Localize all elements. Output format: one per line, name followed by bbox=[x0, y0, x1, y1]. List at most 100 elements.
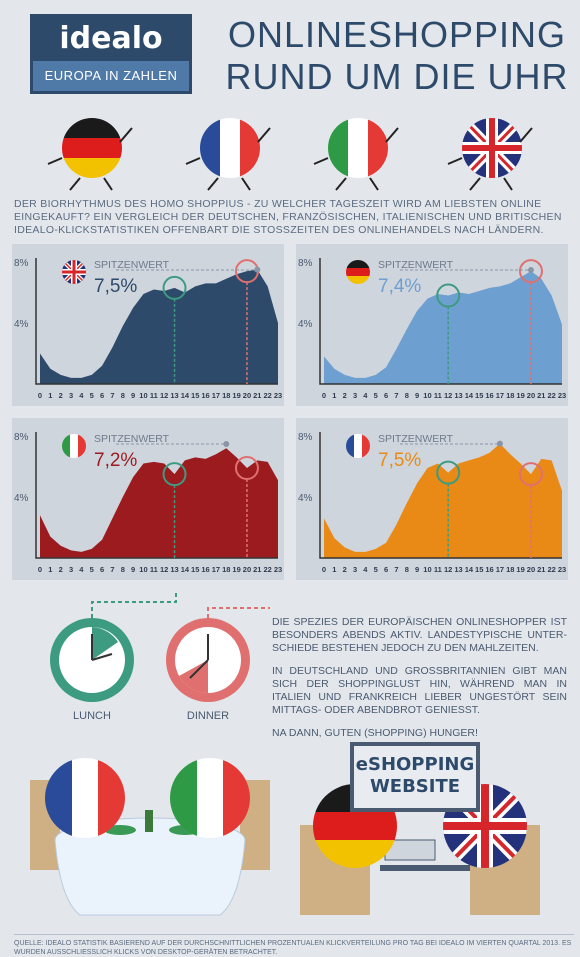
x-tick-label: 23 bbox=[274, 391, 282, 400]
x-tick-label: 15 bbox=[475, 565, 483, 574]
x-tick-label: 6 bbox=[100, 391, 104, 400]
dinner-marker bbox=[234, 456, 259, 481]
x-tick-label: 23 bbox=[558, 565, 566, 574]
charts-area: 8% 4% 0 1 2 3 4 5 6 7 8 9 10 11 12 13 14 15 16 17 18 19 20 21 22… bbox=[12, 244, 568, 580]
paragraph-3: NA DANN, GUTEN (SHOPPING) HUNGER! bbox=[272, 727, 478, 739]
peak-label: SPITZENWERT bbox=[94, 259, 170, 271]
peak-label: SPITZENWERT bbox=[94, 433, 170, 445]
dining-illustration bbox=[30, 758, 540, 916]
x-tick-label: 3 bbox=[69, 565, 73, 574]
french-flag-character-icon bbox=[185, 118, 271, 191]
x-tick-label: 6 bbox=[384, 565, 388, 574]
x-tick-label: 20 bbox=[243, 565, 251, 574]
x-tick-label: 12 bbox=[160, 565, 168, 574]
italian-flag-character-icon bbox=[313, 118, 399, 191]
chart-uk: 8%4%0 1 2 3 4 5 6 7 8 9 10 11 12 13 14 15 16 17 18 19 20 21 22… bbox=[12, 244, 284, 406]
flag-characters bbox=[47, 118, 533, 191]
chart-axis bbox=[35, 432, 278, 559]
lunch-marker bbox=[436, 460, 461, 485]
x-tick-label: 11 bbox=[150, 391, 158, 400]
x-tick-label: 10 bbox=[423, 391, 431, 400]
it-flag-icon bbox=[62, 434, 86, 458]
x-tick-label: 14 bbox=[181, 565, 190, 574]
x-tick-label: 19 bbox=[232, 565, 240, 574]
peak-dot bbox=[254, 266, 261, 273]
dinner-label: DINNER bbox=[186, 710, 230, 722]
x-tick-label: 4 bbox=[363, 391, 368, 400]
logo-subtitle: EUROPA IN ZAHLEN bbox=[33, 61, 189, 91]
x-tick-label: 23 bbox=[274, 565, 282, 574]
x-tick-label: 16 bbox=[485, 565, 493, 574]
title-line-1: ONLINESHOPPING bbox=[227, 14, 567, 55]
x-tick-label: 17 bbox=[496, 391, 504, 400]
dinner-connector-line bbox=[207, 607, 270, 618]
x-tick-label: 20 bbox=[243, 391, 251, 400]
lunch-connector-line bbox=[91, 590, 177, 618]
x-tick-label: 22 bbox=[263, 391, 271, 400]
x-tick-label: 1 bbox=[332, 565, 336, 574]
x-tick-label: 16 bbox=[201, 391, 209, 400]
x-tick-label: 12 bbox=[444, 391, 452, 400]
x-tick-label: 10 bbox=[139, 391, 147, 400]
x-tick-label: 19 bbox=[516, 565, 524, 574]
x-tick-label: 9 bbox=[131, 565, 135, 574]
title-line-2: RUND UM DIE UHR bbox=[225, 56, 569, 97]
x-tick-label: 19 bbox=[516, 391, 524, 400]
y-tick-label: 8% bbox=[298, 432, 313, 443]
x-tick-label: 10 bbox=[423, 565, 431, 574]
x-tick-label: 4 bbox=[79, 565, 84, 574]
peak-value: 7,2% bbox=[94, 450, 137, 471]
chart-axis bbox=[35, 258, 278, 385]
x-tick-label: 12 bbox=[444, 565, 452, 574]
x-tick-label: 11 bbox=[434, 565, 442, 574]
footer-source: QUELLE: IDEALO STATISTIK BASIEREND AUF D… bbox=[14, 934, 574, 957]
x-tick-label: 17 bbox=[212, 565, 220, 574]
x-tick-label: 7 bbox=[394, 391, 398, 400]
x-tick-label: 0 bbox=[322, 391, 326, 400]
page-title: ONLINESHOPPING RUND UM DIE UHR bbox=[222, 14, 572, 98]
x-tick-label: 9 bbox=[415, 565, 419, 574]
peak-dot bbox=[223, 441, 230, 447]
peak-value: 7,5% bbox=[378, 450, 421, 471]
dinner-marker bbox=[518, 462, 543, 487]
italian-diner-icon bbox=[170, 758, 250, 838]
chart-de: 8%4%0 1 2 3 4 5 6 7 8 9 10 11 12 13 14 15 16 17 18 19 20 21 22… bbox=[296, 244, 568, 406]
x-tick-label: 8 bbox=[121, 565, 125, 574]
x-tick-label: 4 bbox=[363, 565, 368, 574]
eshop-line-1: eSHOPPING bbox=[355, 754, 475, 775]
peak-value: 7,5% bbox=[94, 276, 137, 297]
fr-flag-icon bbox=[346, 434, 370, 458]
x-tick-label: 7 bbox=[394, 565, 398, 574]
x-tick-label: 5 bbox=[374, 565, 378, 574]
x-tick-label: 22 bbox=[263, 565, 271, 574]
lunch-label: LUNCH bbox=[73, 710, 111, 722]
area-series-de bbox=[324, 271, 562, 384]
x-tick-label: 9 bbox=[415, 391, 419, 400]
x-tick-label: 17 bbox=[496, 565, 504, 574]
x-tick-label: 15 bbox=[191, 391, 199, 400]
dinner-clock-icon bbox=[166, 618, 250, 702]
x-tick-label: 21 bbox=[537, 391, 545, 400]
x-tick-label: 3 bbox=[353, 391, 357, 400]
chart-axis bbox=[319, 258, 562, 385]
description: DIE SPEZIES DER EUROPÄISCHEN ONLINESHOPP… bbox=[272, 616, 567, 750]
peak-dot bbox=[496, 440, 503, 447]
x-tick-label: 1 bbox=[332, 391, 336, 400]
x-tick-label: 21 bbox=[253, 565, 261, 574]
x-tick-label: 9 bbox=[131, 391, 135, 400]
x-tick-label: 23 bbox=[558, 391, 566, 400]
y-tick-label: 8% bbox=[298, 258, 313, 269]
x-tick-label: 18 bbox=[222, 565, 230, 574]
x-tick-label: 18 bbox=[222, 391, 230, 400]
x-tick-label: 8 bbox=[121, 391, 125, 400]
x-tick-label: 8 bbox=[405, 565, 409, 574]
x-tick-label: 0 bbox=[38, 565, 42, 574]
x-tick-label: 11 bbox=[150, 565, 158, 574]
x-tick-label: 0 bbox=[322, 565, 326, 574]
dining-table-icon bbox=[30, 780, 270, 916]
x-tick-label: 13 bbox=[170, 391, 178, 400]
clocks bbox=[50, 590, 270, 702]
idealo-logo: idealo EUROPA IN ZAHLEN bbox=[30, 14, 192, 94]
paragraph-2: IN DEUTSCHLAND UND GROßBRITANNIEN GIBT M… bbox=[272, 665, 567, 716]
x-tick-label: 16 bbox=[201, 565, 209, 574]
